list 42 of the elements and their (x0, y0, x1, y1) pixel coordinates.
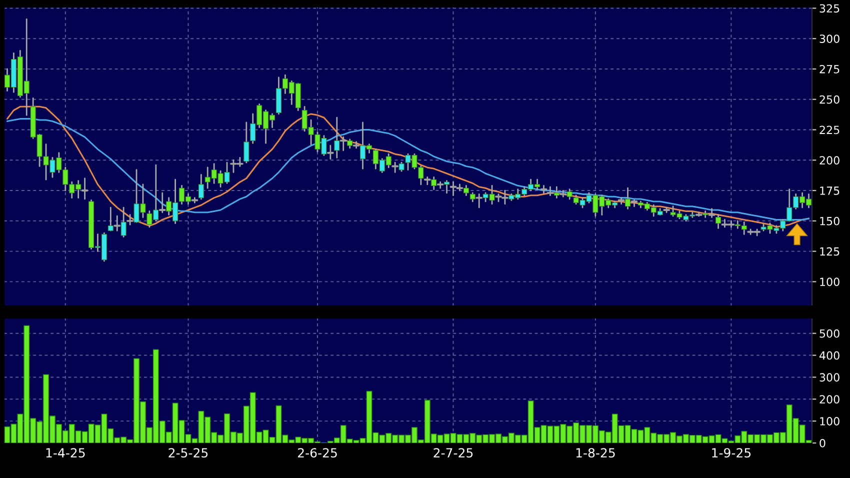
x-tick-label: 2-5-25 (168, 448, 208, 458)
y-tick-label: 500 (820, 329, 840, 338)
y-tick-label: 150 (820, 216, 840, 226)
candlestick (352, 141, 360, 149)
candlestick (708, 208, 716, 218)
y-tick-label: 225 (820, 126, 840, 134)
candlestick (540, 184, 548, 194)
candlestick (630, 200, 638, 208)
candlestick (114, 215, 121, 232)
y-tick-label: 100 (820, 417, 840, 426)
x-tick-label: 2-7-25 (434, 448, 473, 458)
y-tick-label: 125 (820, 247, 840, 256)
y-tick-label: 100 (820, 278, 840, 286)
y-tick-label: 300 (820, 34, 840, 43)
y-tick-label: 300 (820, 373, 840, 382)
y-tick-label: 200 (820, 156, 840, 165)
x-tick-label: 1-8-25 (576, 448, 615, 458)
candlestick (191, 197, 198, 204)
candlestick (158, 192, 166, 214)
candlestick (327, 144, 334, 160)
candlestick (546, 186, 554, 196)
x-tick-label: 1-9-25 (712, 448, 751, 458)
y-tick-label: 400 (819, 351, 840, 360)
candlestick (340, 136, 347, 152)
y-tick-label: 0 (820, 438, 826, 448)
candlestick (198, 174, 204, 200)
candlestick (618, 197, 625, 205)
candlestick (244, 122, 250, 164)
candlestick (436, 181, 444, 189)
candlestick (126, 214, 134, 226)
x-tick-label: 1-4-25 (46, 448, 85, 458)
candlestick (424, 176, 431, 186)
candlestick (392, 162, 399, 173)
y-tick-label: 175 (820, 186, 840, 195)
y-tick-label: 200 (820, 395, 840, 404)
candlestick (81, 178, 88, 200)
y-tick-label: 275 (820, 64, 840, 74)
y-tick-label: 250 (820, 95, 840, 104)
candlestick (716, 214, 722, 229)
y-tick-label: 325 (820, 4, 840, 13)
candlestick (476, 193, 483, 208)
x-tick-label: 2-6-25 (298, 448, 337, 458)
